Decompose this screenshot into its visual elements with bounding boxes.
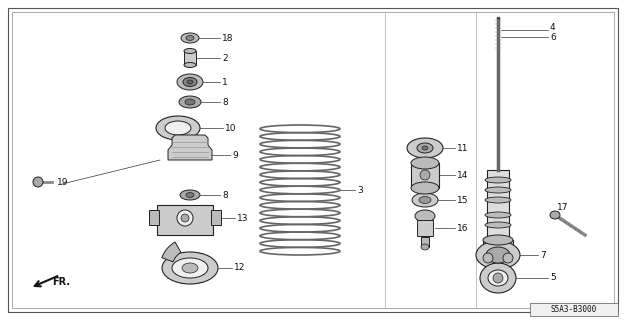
Ellipse shape bbox=[183, 77, 197, 86]
FancyBboxPatch shape bbox=[421, 237, 429, 247]
Ellipse shape bbox=[411, 157, 439, 169]
Circle shape bbox=[503, 253, 513, 263]
FancyBboxPatch shape bbox=[483, 240, 513, 260]
Text: 3: 3 bbox=[357, 186, 362, 195]
Ellipse shape bbox=[156, 116, 200, 140]
FancyBboxPatch shape bbox=[530, 303, 618, 316]
Ellipse shape bbox=[485, 197, 511, 203]
Ellipse shape bbox=[483, 235, 513, 245]
Ellipse shape bbox=[33, 177, 43, 187]
Ellipse shape bbox=[419, 196, 431, 204]
Ellipse shape bbox=[422, 146, 428, 150]
Ellipse shape bbox=[187, 80, 193, 84]
Text: 10: 10 bbox=[225, 124, 237, 132]
Circle shape bbox=[483, 253, 493, 263]
Ellipse shape bbox=[417, 143, 433, 153]
Text: 19: 19 bbox=[57, 178, 68, 187]
Text: 12: 12 bbox=[234, 263, 245, 273]
Ellipse shape bbox=[180, 190, 200, 200]
Ellipse shape bbox=[186, 193, 194, 197]
Ellipse shape bbox=[421, 244, 429, 250]
FancyBboxPatch shape bbox=[184, 51, 196, 65]
Ellipse shape bbox=[550, 211, 560, 219]
FancyBboxPatch shape bbox=[417, 220, 433, 236]
Text: 17: 17 bbox=[557, 203, 568, 212]
Ellipse shape bbox=[412, 193, 438, 207]
Ellipse shape bbox=[172, 258, 208, 278]
Ellipse shape bbox=[185, 99, 195, 105]
Ellipse shape bbox=[177, 74, 203, 90]
Ellipse shape bbox=[480, 263, 516, 293]
Ellipse shape bbox=[181, 33, 199, 43]
Text: 1: 1 bbox=[222, 77, 228, 86]
Text: 5: 5 bbox=[550, 274, 556, 283]
Circle shape bbox=[493, 273, 503, 283]
Circle shape bbox=[181, 214, 189, 222]
Text: FR.: FR. bbox=[52, 277, 70, 287]
Ellipse shape bbox=[411, 182, 439, 194]
Text: 13: 13 bbox=[237, 213, 249, 222]
Text: 6: 6 bbox=[550, 33, 556, 42]
Polygon shape bbox=[168, 135, 212, 160]
Ellipse shape bbox=[485, 222, 511, 228]
Wedge shape bbox=[162, 242, 181, 262]
Ellipse shape bbox=[179, 96, 201, 108]
Text: 9: 9 bbox=[232, 150, 238, 159]
Ellipse shape bbox=[407, 138, 443, 158]
FancyBboxPatch shape bbox=[411, 163, 439, 188]
Text: 14: 14 bbox=[457, 171, 468, 180]
Ellipse shape bbox=[488, 270, 508, 286]
Text: 8: 8 bbox=[222, 190, 228, 199]
Ellipse shape bbox=[485, 177, 511, 183]
Ellipse shape bbox=[415, 210, 435, 222]
Circle shape bbox=[420, 170, 430, 180]
Text: 7: 7 bbox=[540, 251, 546, 260]
Ellipse shape bbox=[162, 252, 218, 284]
Ellipse shape bbox=[184, 49, 196, 53]
Ellipse shape bbox=[186, 36, 194, 41]
Ellipse shape bbox=[485, 187, 511, 193]
Ellipse shape bbox=[182, 263, 198, 273]
FancyBboxPatch shape bbox=[149, 210, 159, 225]
FancyBboxPatch shape bbox=[157, 205, 213, 235]
Text: 2: 2 bbox=[222, 53, 228, 62]
Ellipse shape bbox=[165, 121, 191, 135]
FancyBboxPatch shape bbox=[211, 210, 221, 225]
Text: 11: 11 bbox=[457, 143, 468, 153]
Circle shape bbox=[177, 210, 193, 226]
Text: S5A3-B3000: S5A3-B3000 bbox=[551, 306, 597, 315]
FancyBboxPatch shape bbox=[487, 170, 509, 248]
Text: 16: 16 bbox=[457, 223, 468, 233]
Ellipse shape bbox=[485, 212, 511, 218]
Text: 8: 8 bbox=[222, 98, 228, 107]
Ellipse shape bbox=[486, 247, 510, 263]
Ellipse shape bbox=[184, 62, 196, 68]
Ellipse shape bbox=[476, 241, 520, 269]
Text: 15: 15 bbox=[457, 196, 468, 204]
Text: 4: 4 bbox=[550, 22, 556, 31]
Text: 18: 18 bbox=[222, 34, 233, 43]
